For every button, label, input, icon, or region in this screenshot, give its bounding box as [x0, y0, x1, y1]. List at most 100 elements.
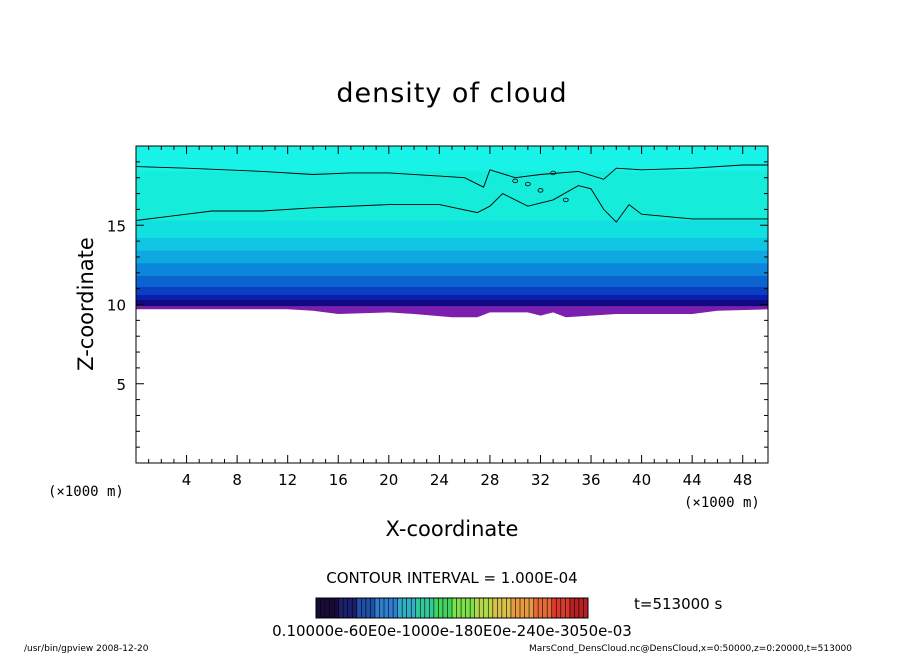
colorbar-cell	[388, 598, 394, 618]
x-tick-label: 4	[182, 471, 192, 489]
colorbar-cell	[583, 598, 589, 618]
colorbar-cell	[397, 598, 403, 618]
dark-layer	[136, 299, 768, 307]
colorbar-cell	[402, 598, 407, 618]
x-tick-label: 16	[329, 471, 348, 489]
colorbar-cell	[529, 598, 534, 618]
colorbar-cell	[411, 598, 417, 618]
field-band-1	[136, 171, 768, 222]
x-tick-label: 32	[531, 471, 550, 489]
colorbar-cell	[524, 598, 530, 618]
x-tick-label: 48	[733, 471, 752, 489]
x-tick-label: 20	[379, 471, 398, 489]
x-unit-left: (×1000 m)	[48, 484, 124, 500]
contour-islet-1	[550, 170, 557, 176]
colorbar-cell	[520, 598, 525, 618]
colorbar-cell	[365, 598, 371, 618]
colorbar-cell	[420, 598, 426, 618]
colorbar-cell	[452, 598, 457, 618]
colorbar-cell	[415, 598, 421, 618]
x-unit-right: (×1000 m)	[684, 495, 760, 511]
colorbar-cell	[456, 598, 462, 618]
contour-interval: CONTOUR INTERVAL = 1.000E-04	[326, 569, 577, 587]
colorbar-cell	[501, 598, 507, 618]
colorbar-cell	[515, 598, 521, 618]
colorbar-cell	[510, 598, 516, 618]
colorbar-cell	[374, 598, 380, 618]
colorbar-cell	[479, 598, 485, 618]
colorbar-cell	[329, 598, 335, 618]
colorbar-cell	[433, 598, 439, 618]
field-band-7	[136, 287, 768, 296]
x-tick-label: 24	[430, 471, 449, 489]
colorbar-cell	[325, 598, 330, 618]
colorbar-cell	[424, 598, 430, 618]
colorbar-cell	[488, 598, 494, 618]
colorbar-cell	[551, 598, 557, 618]
x-tick-label: 12	[278, 471, 297, 489]
y-tick-label: 5	[116, 376, 126, 394]
colorbar-cell	[483, 598, 489, 618]
colorbar-cell	[470, 598, 475, 618]
colorbar-cell	[556, 598, 562, 618]
colorbar-cell	[506, 598, 512, 618]
x-tick-label: 28	[480, 471, 499, 489]
colorbar-cell	[533, 598, 539, 618]
colorbar-cell	[352, 598, 358, 618]
colorbar-cell	[461, 598, 466, 618]
colorbar-cell	[578, 598, 584, 618]
contour-islet-2	[537, 188, 544, 193]
colorbar-cell	[442, 598, 448, 618]
y-tick-label: 10	[107, 297, 126, 315]
colorbar-cell	[384, 598, 389, 618]
field-band-6	[136, 275, 768, 289]
contour-lines	[136, 164, 768, 223]
field-band-0	[136, 146, 768, 173]
x-tick-label: 44	[683, 471, 702, 489]
y-tick-label: 15	[107, 217, 126, 235]
colorbar-cell	[343, 598, 349, 618]
colorbar-cell	[492, 598, 498, 618]
x-tick-label: 36	[581, 471, 600, 489]
field-band-2	[136, 220, 768, 239]
colorbar-cell	[334, 598, 339, 618]
density-field	[136, 146, 768, 318]
colorbar-cell	[547, 598, 553, 618]
footer-command: /usr/bin/gpview 2008-12-20	[24, 644, 149, 654]
x-tick-label: 40	[632, 471, 651, 489]
colorbar-cell	[320, 598, 326, 618]
field-band-4	[136, 250, 768, 265]
colorbar-cell	[406, 598, 412, 618]
colorbar-cell	[497, 598, 503, 618]
x-tick-label: 8	[232, 471, 242, 489]
colorbar-cell	[569, 598, 575, 618]
colorbar-cell	[447, 598, 453, 618]
y-axis: 5 10 15	[107, 161, 768, 448]
colorbar-cell	[356, 598, 362, 618]
colorbar	[315, 597, 589, 619]
field-band-3	[136, 237, 768, 252]
bottom-layer	[136, 302, 768, 318]
time-label: t=513000 s	[634, 595, 722, 613]
colorbar-labels: 0.10000e-60E0e-1000e-180E0e-240e-3050e-0…	[272, 622, 632, 640]
chart-title: density of cloud	[336, 78, 567, 109]
colorbar-cell	[393, 598, 398, 618]
field-band-8	[136, 294, 768, 303]
colorbar-cell	[574, 598, 580, 618]
field-band-5	[136, 263, 768, 277]
colorbar-cell	[438, 598, 444, 618]
x-axis: 4 8 12 16 20 24 28 32 36 40 44 48	[148, 146, 756, 489]
colorbar-cell	[361, 598, 367, 618]
colorbar-cell	[538, 598, 543, 618]
colorbar-frame	[315, 597, 589, 619]
y-axis-label: Z-coordinate	[74, 237, 98, 371]
colorbar-cell	[347, 598, 353, 618]
footer-source: MarsCond_DensCloud.nc@DensCloud,x=0:5000…	[529, 644, 852, 654]
colorbar-cell	[316, 598, 321, 618]
colorbar-cell	[474, 598, 480, 618]
colorbar-cell	[338, 598, 344, 618]
contour-line-0	[136, 164, 768, 188]
colorbar-cell	[370, 598, 376, 618]
